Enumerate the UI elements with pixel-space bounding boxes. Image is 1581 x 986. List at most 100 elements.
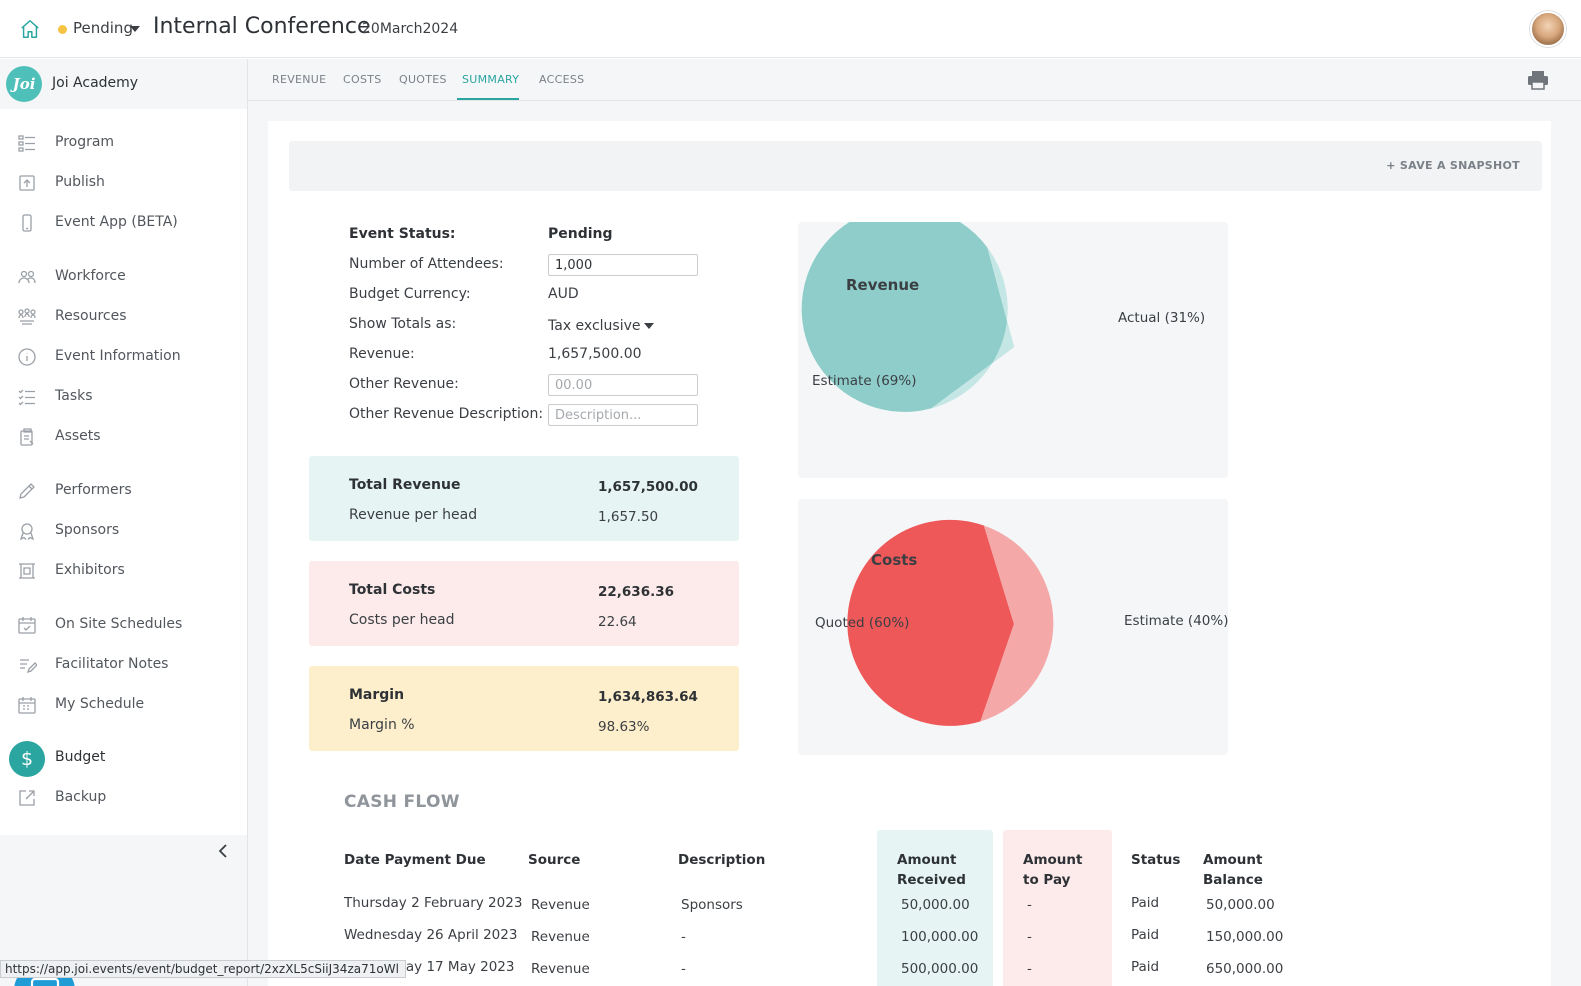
column-header-amount-balance[interactable]: Amount Balance: [1203, 850, 1263, 890]
active-tab-indicator: [457, 98, 519, 100]
sidebar-item-label: Assets: [55, 428, 101, 444]
sidebar-item-program[interactable]: Program: [0, 125, 247, 161]
column-header-status[interactable]: Status: [1131, 852, 1181, 868]
column-header-amount-to-pay[interactable]: Amount to Pay: [1023, 850, 1082, 890]
event-status-dropdown[interactable]: Pending: [73, 19, 133, 37]
user-avatar[interactable]: [1530, 11, 1566, 47]
tab-revenue[interactable]: REVENUE: [272, 73, 327, 86]
external-link-icon: [19, 790, 35, 806]
sidebar-item-exhibitors[interactable]: Exhibitors: [0, 553, 247, 589]
row-to-pay: -: [1027, 961, 1032, 977]
revenue-chart-card: Revenue Estimate (69%) Actual (31%): [798, 222, 1228, 478]
org-logo: Joi: [6, 66, 42, 102]
sidebar-item-label: Exhibitors: [55, 562, 125, 578]
margin-label: Margin: [349, 687, 405, 703]
tab-bar: REVENUE COSTS QUOTES SUMMARY ACCESS: [248, 59, 1581, 101]
header-line: Received: [897, 872, 966, 888]
sidebar-item-label: On Site Schedules: [55, 616, 183, 632]
column-header-description[interactable]: Description: [678, 852, 766, 868]
event-title: Internal Conference: [153, 14, 371, 39]
costs-chart-card: Costs Quoted (60%) Estimate (40%): [798, 499, 1228, 755]
row-status: Paid: [1131, 927, 1160, 943]
chevron-down-icon[interactable]: [130, 26, 140, 32]
revenue-value: 1,657,500.00: [548, 346, 642, 362]
other-revenue-desc-input[interactable]: [548, 404, 698, 426]
sidebar-item-resources[interactable]: Resources: [0, 299, 247, 335]
sidebar-item-label: Budget: [55, 749, 106, 765]
costs-summary-box: Total Costs Costs per head 22,636.36 22.…: [309, 561, 739, 646]
tab-costs[interactable]: COSTS: [343, 73, 382, 86]
header-line: Amount: [1203, 852, 1263, 868]
sidebar-item-performers[interactable]: Performers: [0, 473, 247, 509]
notes-icon: [20, 659, 37, 674]
sidebar-nav: Joi Joi Academy Program Publish Event Ap…: [0, 59, 247, 835]
snapshot-bar: + SAVE A SNAPSHOT: [289, 141, 1542, 191]
row-status: Paid: [1131, 959, 1160, 975]
sidebar: Joi Joi Academy Program Publish Event Ap…: [0, 59, 248, 986]
sidebar-item-workforce[interactable]: Workforce: [0, 259, 247, 295]
tasks-icon: [18, 389, 35, 406]
total-costs-label: Total Costs: [349, 582, 436, 598]
margin-pct-label: Margin %: [349, 717, 415, 733]
row-description: -: [681, 929, 686, 945]
row-balance: 650,000.00: [1206, 961, 1284, 977]
row-to-pay: -: [1027, 929, 1032, 945]
other-revenue-input[interactable]: [548, 374, 698, 396]
sidebar-item-event-app[interactable]: Event App (BETA): [0, 205, 247, 241]
costs-slice-label-quoted: Quoted (60%): [815, 615, 909, 631]
margin-summary-box: Margin Margin % 1,634,863.64 98.63%: [309, 666, 739, 751]
attendees-input[interactable]: [548, 254, 698, 276]
total-revenue-value: 1,657,500.00: [598, 479, 698, 495]
publish-icon: [19, 175, 35, 191]
tab-quotes[interactable]: QUOTES: [399, 73, 447, 86]
sidebar-item-label: My Schedule: [55, 696, 145, 712]
sidebar-item-tasks[interactable]: Tasks: [0, 379, 247, 415]
save-snapshot-button[interactable]: + SAVE A SNAPSHOT: [1386, 159, 1520, 172]
sidebar-item-on-site-schedules[interactable]: On Site Schedules: [0, 607, 247, 643]
sidebar-item-backup[interactable]: Backup: [0, 780, 247, 816]
tab-access[interactable]: ACCESS: [539, 73, 585, 86]
sidebar-item-label: Resources: [55, 308, 127, 324]
print-icon[interactable]: [1527, 70, 1549, 90]
column-header-date[interactable]: Date Payment Due: [344, 852, 486, 868]
event-status-value: Pending: [548, 226, 613, 242]
sidebar-item-event-information[interactable]: Event Information: [0, 339, 247, 375]
costs-chart-title: Costs: [871, 551, 917, 569]
event-date: 20March2024: [362, 21, 459, 37]
row-source: Revenue: [531, 929, 590, 945]
sidebar-item-assets[interactable]: Assets: [0, 419, 247, 455]
sidebar-item-label: Backup: [55, 789, 107, 805]
org-switcher[interactable]: Joi Joi Academy: [0, 59, 247, 109]
currency-value: AUD: [548, 286, 579, 302]
sidebar-item-label: Sponsors: [55, 522, 120, 538]
row-received: 500,000.00: [901, 961, 979, 977]
currency-label: Budget Currency:: [349, 286, 471, 302]
revenue-per-head-value: 1,657.50: [598, 509, 659, 525]
margin-pct-value: 98.63%: [598, 719, 650, 735]
other-revenue-desc-label: Other Revenue Description:: [349, 406, 544, 422]
home-icon[interactable]: [19, 18, 41, 40]
totals-select[interactable]: Tax exclusive: [548, 318, 641, 334]
sidebar-item-my-schedule[interactable]: My Schedule: [0, 687, 247, 723]
sidebar-item-publish[interactable]: Publish: [0, 165, 247, 201]
org-name: Joi Academy: [52, 75, 139, 91]
column-header-source[interactable]: Source: [528, 852, 581, 868]
sidebar-item-sponsors[interactable]: Sponsors: [0, 513, 247, 549]
top-bar: Pending Internal Conference 20March2024: [0, 0, 1581, 58]
tab-summary[interactable]: SUMMARY: [462, 73, 520, 86]
sidebar-item-label: Program: [55, 134, 115, 150]
program-icon: [18, 135, 35, 152]
row-source: Revenue: [531, 897, 590, 913]
status-dot: [58, 25, 67, 34]
people-icon: [18, 270, 36, 284]
sidebar-item-facilitator-notes[interactable]: Facilitator Notes: [0, 647, 247, 683]
collapse-sidebar-icon[interactable]: [215, 842, 233, 860]
sidebar-item-budget[interactable]: $ Budget: [0, 740, 247, 777]
pie-slice-quoted: [847, 519, 1014, 726]
revenue-chart-title: Revenue: [846, 276, 919, 294]
chevron-down-icon[interactable]: [644, 323, 654, 329]
sidebar-item-label: Performers: [55, 482, 132, 498]
revenue-per-head-label: Revenue per head: [349, 507, 478, 523]
pen-icon: [19, 483, 35, 499]
column-header-amount-received[interactable]: Amount Received: [897, 850, 966, 890]
